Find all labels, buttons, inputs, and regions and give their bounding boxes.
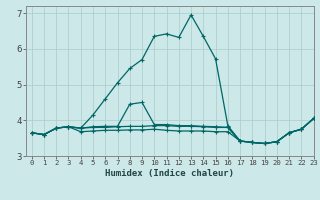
- X-axis label: Humidex (Indice chaleur): Humidex (Indice chaleur): [105, 169, 234, 178]
